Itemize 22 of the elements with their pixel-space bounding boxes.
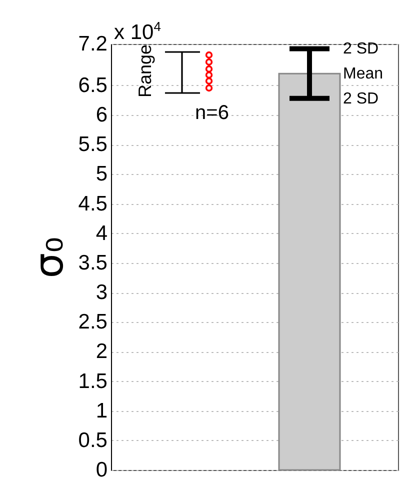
annotation: Range xyxy=(135,44,155,98)
annotation: 2 SD xyxy=(343,40,379,58)
y-tick-label: 3.5 xyxy=(78,251,108,274)
y-tick-label: 3 xyxy=(96,281,108,304)
y-tick-label: 6 xyxy=(96,104,108,126)
y-tick-label: 1 xyxy=(96,399,108,422)
y-tick-label: 0 xyxy=(96,458,108,482)
y-tick-label: 2.5 xyxy=(78,310,108,334)
annotation: Mean xyxy=(343,66,384,83)
annotation: 2 SD xyxy=(343,90,379,108)
y-tick-label: 5.5 xyxy=(78,133,108,156)
y-tick-label: 4 xyxy=(96,222,108,245)
y-tick-label: 6.5 xyxy=(78,74,108,97)
text: x 10$^{4}$ xyxy=(114,18,161,44)
y-tick-label: 1.5 xyxy=(78,370,108,393)
y-tick-label: 5 xyxy=(96,162,108,186)
y-tick-label: 0.5 xyxy=(78,428,108,452)
y-axis-title: σ₀ xyxy=(26,236,72,278)
annotation: n=6 xyxy=(195,102,229,124)
y-tick-label: 4.5 xyxy=(78,192,108,216)
y-tick-label: 7.2 xyxy=(78,32,108,56)
y-tick-label: 2 xyxy=(96,340,108,364)
